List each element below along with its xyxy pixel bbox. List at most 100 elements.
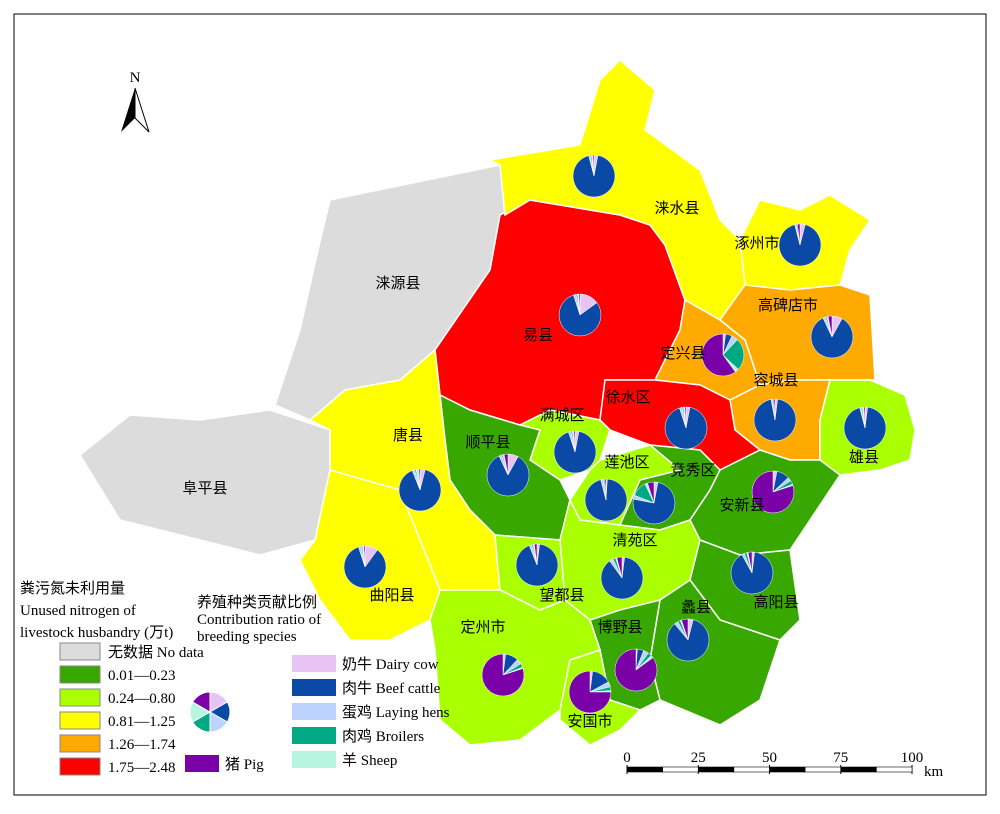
species-legend-title: 养殖种类贡献比例 [197, 594, 317, 611]
pie-slice [481, 653, 525, 697]
species-legend-title: Contribution ratio of [197, 612, 321, 628]
legend-title: 粪污氮未利用量 [20, 580, 125, 597]
scale-tick-label: 50 [762, 750, 777, 766]
county-label: 博野县 [597, 619, 642, 636]
legend-label: 0.81—1.25 [108, 714, 176, 730]
county-label: 阜平县 [182, 480, 227, 497]
county-label: 蠡县 [681, 599, 711, 616]
species-swatch [292, 655, 336, 672]
pie-slice [666, 619, 710, 662]
pie-slice [600, 556, 644, 600]
county-label: 高碑店市 [758, 297, 818, 314]
pie-slice [843, 406, 887, 450]
scale-tick-label: 75 [833, 750, 848, 766]
pie-slice [553, 431, 597, 474]
scale-tick-label: 0 [623, 750, 631, 766]
pie-slice [572, 155, 616, 198]
scale-segment [697, 766, 735, 773]
pie-slice [722, 339, 745, 370]
pie-slice [773, 398, 776, 421]
scale-segment [804, 766, 842, 773]
pie-slice [573, 430, 576, 453]
pie-slice [647, 481, 655, 504]
pie-slice [747, 551, 753, 574]
north-label: N [130, 70, 141, 86]
scale-segment [733, 766, 770, 773]
pie-slice [701, 333, 736, 377]
scale-tick-label: 25 [691, 750, 706, 766]
county-label: 唐县 [393, 427, 423, 444]
pie-slice [534, 543, 538, 566]
species-swatch [292, 703, 336, 720]
frame [13, 13, 987, 796]
legend-swatch [59, 757, 101, 776]
pie-slice [827, 315, 833, 338]
species-swatch [292, 751, 336, 768]
pie-slice [486, 455, 530, 497]
species-swatch [185, 755, 219, 772]
legend-label: 1.26—1.74 [108, 737, 176, 753]
county-label: 清苑区 [612, 532, 657, 549]
species-label: 羊 Sheep [342, 752, 397, 769]
county-label: 安新县 [719, 497, 764, 514]
legend-label: 0.01—0.23 [108, 668, 176, 684]
legend-swatch [59, 688, 101, 707]
species-label: 肉牛 Beef cattle [342, 680, 441, 697]
scale-segment [876, 766, 913, 773]
county-label: 曲阳县 [369, 587, 414, 604]
pie-slice [751, 470, 795, 514]
county-label: 高阳县 [753, 594, 798, 611]
pies [343, 154, 887, 714]
county-label: 定州市 [460, 619, 505, 636]
pie-slice [753, 398, 797, 442]
county-label: 定兴县 [660, 345, 705, 362]
county-label: 涞水县 [654, 200, 699, 217]
pie-slice [503, 453, 509, 476]
legend-swatch [59, 665, 101, 684]
county-label: 容城县 [753, 372, 798, 389]
scale-tick-label: 100 [901, 750, 924, 766]
legend-title: Unused nitrogen of [20, 603, 136, 619]
pie-slice [797, 223, 801, 246]
legend-label: 1.75—2.48 [108, 760, 176, 776]
pie-slice [730, 551, 774, 595]
pie-slice [418, 468, 421, 491]
legend-pie-icon [191, 691, 211, 713]
pie-slice [664, 407, 708, 450]
north-arrow: N [121, 70, 150, 133]
scale-segment [769, 766, 806, 773]
pie-slice [681, 618, 689, 641]
pie-slice [578, 293, 581, 316]
pie-slice [614, 648, 658, 692]
county-label: 顺平县 [465, 434, 510, 451]
scale-segment [662, 766, 699, 773]
legend-swatch [59, 711, 101, 730]
pie-slice [810, 317, 854, 359]
scale-segment [840, 766, 877, 773]
species-label: 猪 Pig [225, 756, 264, 773]
species-swatch [292, 727, 336, 744]
pie-slice [863, 406, 866, 429]
pie-slice [604, 478, 607, 501]
county-label: 望都县 [539, 587, 584, 604]
pie-slice [568, 670, 612, 714]
pie-slice [616, 556, 623, 579]
pie-slice [343, 546, 387, 589]
species-label: 肉鸡 Broilers [342, 728, 424, 745]
scale-segment [626, 766, 663, 773]
pie-slice [363, 545, 366, 568]
pie-slice [515, 543, 559, 587]
species-legend-title: breeding species [197, 629, 297, 645]
pie-slice [592, 154, 595, 177]
pie-slice [684, 406, 687, 429]
scale-unit: km [924, 764, 944, 780]
pie-slice [584, 478, 628, 522]
county-label: 莲池区 [604, 454, 649, 471]
county-label: 雄县 [849, 449, 879, 466]
species-label: 蛋鸡 Laying hens [342, 704, 450, 721]
county-label: 徐水区 [605, 389, 650, 406]
legend-label: 0.24—0.80 [108, 691, 176, 707]
species-label: 奶牛 Dairy cow [342, 656, 439, 673]
